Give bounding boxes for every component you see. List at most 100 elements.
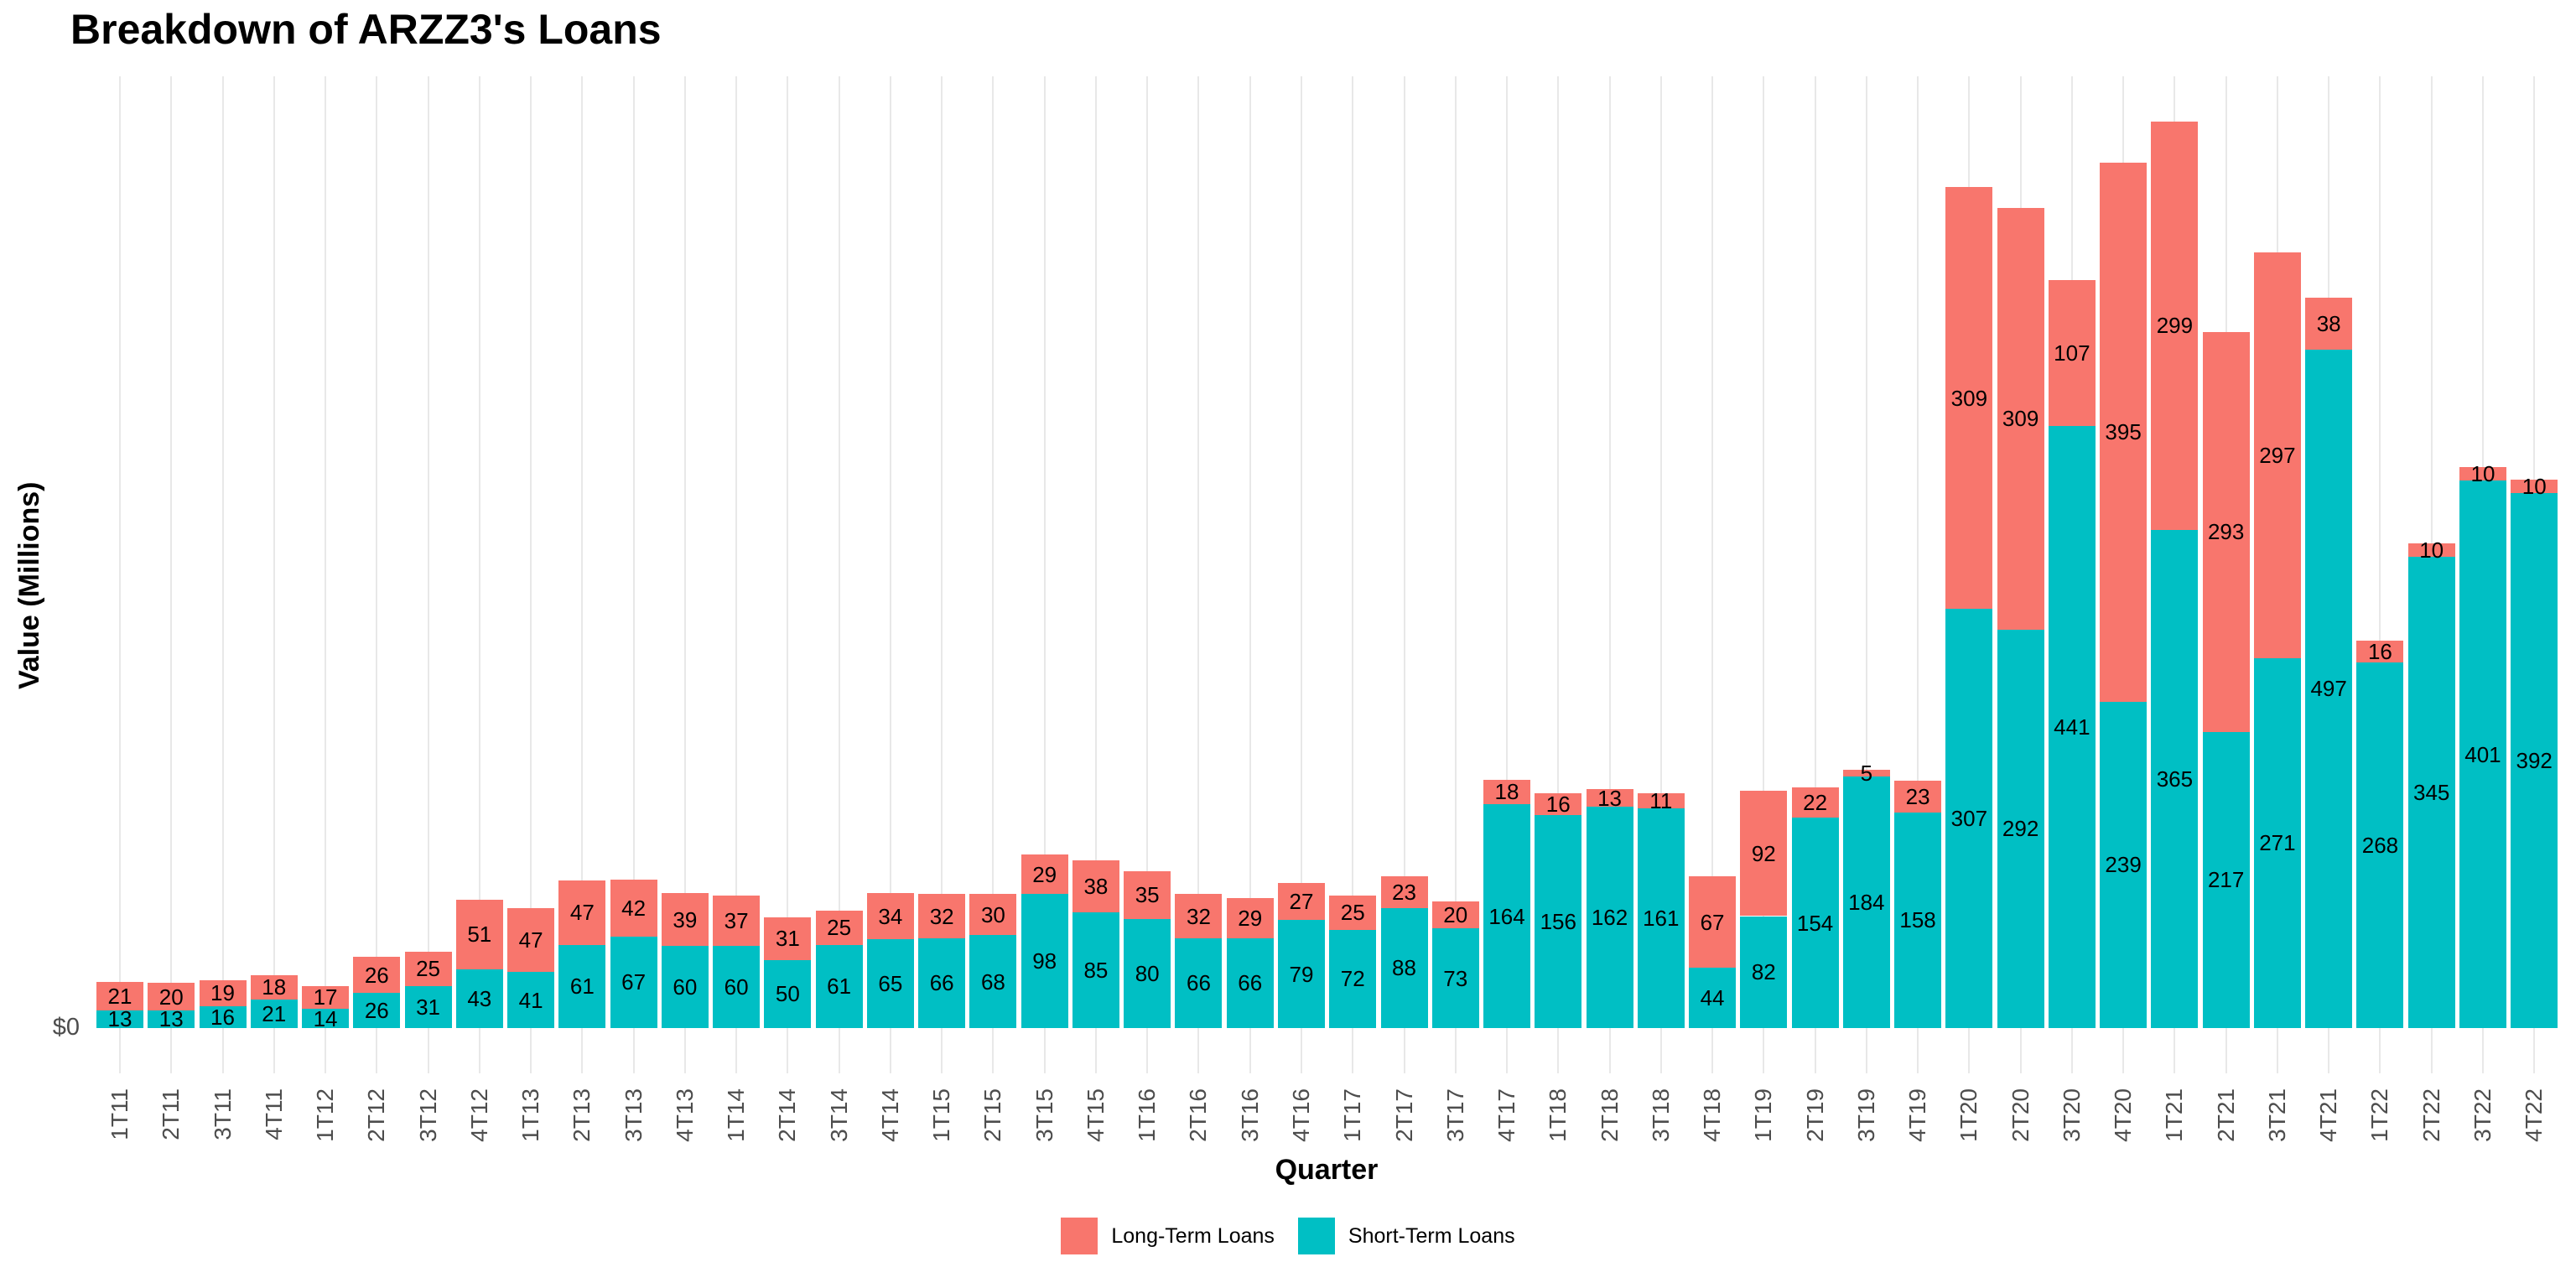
bar-segment-long-term-3T19: [1842, 770, 1890, 777]
bar-segment-long-term-1T15: [918, 894, 966, 938]
gridline: [273, 76, 275, 1073]
bar-segment-short-term-1T20: [1945, 609, 1993, 1028]
bar-value-label-short-term-4T19: 158: [1899, 907, 1936, 933]
gridline: [170, 76, 173, 1073]
y-axis-title: Value (Millions): [13, 481, 45, 689]
bar-value-label-long-term-4T13: 39: [673, 906, 698, 932]
x-tick-label-3T21: 3T21: [2263, 1088, 2290, 1142]
bar-value-label-long-term-2T12: 26: [364, 962, 389, 988]
x-tick-label-3T15: 3T15: [1031, 1088, 1057, 1142]
bar-value-label-short-term-2T20: 292: [2002, 816, 2039, 842]
bar-value-label-long-term-3T18: 11: [1649, 787, 1673, 813]
bar-value-label-long-term-4T22: 10: [2521, 473, 2547, 499]
bar-value-label-long-term-2T19: 22: [1803, 790, 1828, 816]
x-tick-label-1T15: 1T15: [928, 1088, 955, 1142]
bar-value-label-long-term-1T13: 47: [518, 927, 543, 953]
bar-segment-short-term-4T12: [455, 969, 503, 1028]
bar-segment-long-term-1T21: [2151, 122, 2199, 530]
bar-segment-short-term-2T17: [1380, 907, 1428, 1028]
x-tick-label-1T11: 1T11: [106, 1088, 132, 1140]
x-tick-label-2T20: 2T20: [2007, 1088, 2033, 1142]
x-tick-label-4T18: 4T18: [1699, 1088, 1726, 1142]
x-tick-label-4T16: 4T16: [1287, 1088, 1314, 1142]
bar-segment-short-term-4T16: [1277, 920, 1325, 1028]
bar-segment-long-term-1T22: [2356, 640, 2404, 662]
bar-value-label-short-term-4T21: 497: [2310, 676, 2347, 702]
bar-value-label-short-term-3T22: 401: [2464, 741, 2501, 767]
bar-value-label-short-term-4T11: 21: [262, 1000, 287, 1026]
x-tick-label-4T17: 4T17: [1493, 1088, 1520, 1142]
bar-segment-long-term-4T19: [1894, 781, 1942, 813]
bar-segment-short-term-4T14: [866, 939, 914, 1028]
bar-segment-short-term-3T19: [1842, 776, 1890, 1028]
x-tick-label-2T14: 2T14: [774, 1088, 801, 1142]
bar-value-label-long-term-1T17: 25: [1340, 900, 1365, 926]
bar-value-label-short-term-2T14: 50: [775, 981, 800, 1007]
bar-value-label-long-term-1T14: 37: [724, 908, 749, 934]
bar-value-label-short-term-1T18: 156: [1540, 909, 1576, 935]
bar-segment-long-term-4T14: [866, 892, 914, 940]
bar-segment-long-term-1T17: [1329, 896, 1377, 930]
bar-value-label-short-term-3T19: 184: [1848, 890, 1885, 916]
gridline: [1454, 76, 1457, 1073]
bar-segment-long-term-3T16: [1226, 898, 1274, 938]
gridline: [1557, 76, 1560, 1073]
bar-value-label-long-term-4T15: 38: [1083, 873, 1109, 899]
bar-segment-long-term-2T16: [1175, 894, 1223, 938]
x-tick-label-3T11: 3T11: [209, 1088, 236, 1140]
x-tick-label-4T15: 4T15: [1082, 1088, 1109, 1142]
bar-value-label-short-term-3T20: 441: [2054, 714, 2090, 740]
bar-value-label-long-term-4T21: 38: [2316, 310, 2341, 336]
bar-value-label-short-term-4T16: 79: [1289, 961, 1314, 987]
bar-value-label-short-term-3T13: 67: [621, 969, 647, 995]
x-tick-label-2T11: 2T11: [158, 1088, 184, 1140]
gridline: [325, 76, 327, 1073]
gridline: [1352, 76, 1354, 1073]
bar-segment-short-term-3T11: [199, 1005, 247, 1028]
bar-value-label-long-term-1T15: 32: [929, 903, 954, 929]
bar-value-label-long-term-4T12: 51: [467, 922, 492, 948]
bar-value-label-short-term-4T20: 239: [2105, 852, 2142, 878]
bar-segment-long-term-3T17: [1431, 901, 1479, 929]
x-tick-label-4T19: 4T19: [1904, 1088, 1931, 1142]
bar-value-label-short-term-2T21: 217: [2207, 867, 2245, 893]
gridline: [1608, 76, 1611, 1073]
x-tick-label-3T20: 3T20: [2058, 1088, 2085, 1142]
bar-value-label-long-term-3T14: 25: [827, 915, 852, 941]
bar-segment-long-term-3T18: [1637, 792, 1685, 808]
bar-segment-short-term-2T14: [764, 959, 812, 1028]
gridline: [376, 76, 378, 1073]
x-tick-label-4T14: 4T14: [876, 1088, 903, 1142]
x-tick-label-4T13: 4T13: [671, 1088, 698, 1142]
x-tick-label-3T16: 3T16: [1236, 1088, 1263, 1142]
bar-value-label-long-term-4T19: 23: [1905, 784, 1930, 810]
bar-value-label-long-term-4T16: 27: [1289, 889, 1314, 915]
x-tick-label-3T22: 3T22: [2469, 1088, 2496, 1142]
bar-segment-long-term-4T17: [1483, 779, 1531, 804]
bar-segment-short-term-2T16: [1175, 937, 1223, 1028]
gridline: [787, 76, 789, 1073]
bar-value-label-long-term-3T11: 19: [210, 980, 235, 1006]
bar-value-label-short-term-3T12: 31: [416, 994, 440, 1020]
y-tick-label: $0: [52, 1014, 80, 1041]
bar-segment-short-term-1T17: [1329, 929, 1377, 1028]
bar-segment-long-term-3T11: [199, 980, 247, 1006]
bar-segment-long-term-1T11: [96, 981, 143, 1010]
bar-value-label-short-term-1T12: 14: [313, 1005, 338, 1031]
bar-segment-short-term-3T20: [2048, 426, 2096, 1028]
bar-segment-long-term-1T19: [1740, 790, 1788, 917]
bar-value-label-short-term-1T20: 307: [1950, 806, 1988, 832]
x-tick-label-1T18: 1T18: [1545, 1088, 1571, 1142]
gridline: [1865, 76, 1867, 1073]
bar-segment-short-term-3T17: [1431, 928, 1479, 1028]
bar-segment-short-term-3T13: [610, 936, 657, 1028]
x-axis-title: Quarter: [1275, 1154, 1379, 1186]
bar-segment-short-term-4T15: [1072, 911, 1119, 1028]
x-tick-label-1T21: 1T21: [2161, 1088, 2188, 1142]
gridline: [683, 76, 686, 1073]
bar-segment-short-term-3T16: [1226, 937, 1274, 1028]
bar-segment-long-term-1T16: [1124, 870, 1171, 919]
bar-value-label-long-term-2T21: 293: [2207, 519, 2245, 545]
bar-segment-long-term-4T21: [2305, 298, 2353, 350]
bar-value-label-short-term-2T15: 68: [980, 969, 1005, 995]
